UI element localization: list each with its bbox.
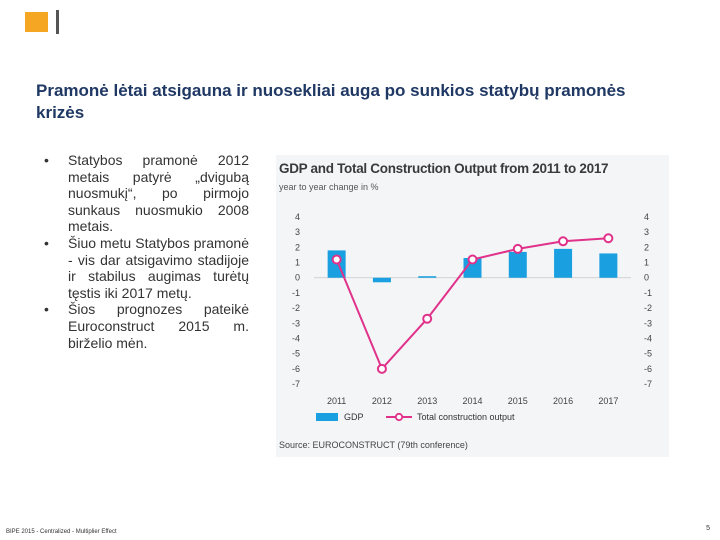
y-tick-label-right: -2 <box>644 303 652 313</box>
y-tick-label-right: 2 <box>644 242 649 252</box>
bullet-item: • Statybos pramonė 2012 metais patyrė „dv… <box>44 152 249 235</box>
gdp-bar <box>599 253 618 278</box>
y-tick-label-right: -5 <box>644 349 652 359</box>
bullet-item: • Šios prognozes pateikė Euroconstruct 20… <box>44 301 249 351</box>
chart-plot: 4 4 3 3 2 2 1 1 0 0 -1 -1 -2 -2 -3 -3 -4 -4 -5 -5 -6 -6 -7 -7 20… <box>292 212 652 405</box>
bullet-list: • Statybos pramonė 2012 metais patyrė „dv… <box>44 152 249 351</box>
bullet-text: Statybos pramonė 2012 metais patyrė „dvi… <box>68 152 249 235</box>
footer-note: BIPE 2015 - Centralized - Multiplier Eff… <box>6 529 117 535</box>
gdp-bar <box>508 251 527 278</box>
output-point <box>422 313 433 324</box>
x-tick-label: 2017 <box>598 396 618 405</box>
legend-gdp: GDP <box>316 412 364 422</box>
brand-logo-square <box>25 12 48 32</box>
y-tick-label-right: 4 <box>644 212 649 222</box>
legend-output-swatch <box>386 412 412 422</box>
gdp-bar <box>463 257 482 278</box>
y-tick-label-left: -2 <box>292 303 300 313</box>
page-number: 5 <box>706 525 710 532</box>
slide-title: Pramonė lėtai atsigauna ir nuosekliai au… <box>36 81 626 122</box>
chart-source: Source: EUROCONSTRUCT (79th conference) <box>279 440 468 450</box>
chart-subtitle: year to year change in % <box>279 182 379 192</box>
legend-gdp-swatch <box>316 413 338 421</box>
y-tick-label-left: -7 <box>292 379 300 389</box>
chart-panel: GDP and Total Construction Output from 2… <box>276 155 669 457</box>
y-tick-label-left: 3 <box>295 227 300 237</box>
legend-output-label: Total construction output <box>417 412 515 422</box>
brand-logo-divider <box>56 10 59 34</box>
y-tick-label-left: 4 <box>295 212 300 222</box>
x-tick-label: 2013 <box>417 396 437 405</box>
output-point <box>558 236 569 247</box>
gdp-bar <box>372 277 391 283</box>
output-point <box>603 233 614 244</box>
y-tick-label-left: -5 <box>292 349 300 359</box>
y-tick-label-right: -7 <box>644 379 652 389</box>
y-tick-label-left: -4 <box>292 333 300 343</box>
y-tick-label-left: -3 <box>292 318 300 328</box>
output-point <box>376 363 387 374</box>
output-point <box>467 254 478 265</box>
x-tick-label: 2014 <box>462 396 482 405</box>
bullet-dot: • <box>44 152 49 168</box>
x-tick-label: 2011 <box>327 396 346 405</box>
y-tick-label-left: -6 <box>292 364 300 374</box>
output-point <box>512 243 523 254</box>
y-tick-label-left: -1 <box>292 288 300 298</box>
legend-output: Total construction output <box>386 412 515 422</box>
y-tick-label-right: 3 <box>644 227 649 237</box>
x-tick-label: 2015 <box>508 396 528 405</box>
legend-gdp-label: GDP <box>344 412 364 422</box>
y-tick-label-right: -6 <box>644 364 652 374</box>
x-tick-label: 2012 <box>372 396 392 405</box>
output-point <box>331 254 342 265</box>
bullet-item: • Šiuo metu Statybos pramonė - vis dar at… <box>44 235 249 301</box>
bullet-dot: • <box>44 301 49 318</box>
x-tick-label: 2016 <box>553 396 573 405</box>
gdp-bar <box>554 248 573 278</box>
bullet-text: Šios prognozes pateikė Euroconstruct 201… <box>68 301 249 351</box>
y-tick-label-right: 1 <box>644 258 649 268</box>
y-tick-label-left: 0 <box>295 273 300 283</box>
y-tick-label-right: -4 <box>644 333 652 343</box>
bullet-dot: • <box>44 234 49 251</box>
bullet-text: Šiuo metu Statybos pramonė - vis dar ats… <box>68 234 249 301</box>
y-tick-label-left: 2 <box>295 242 300 252</box>
y-tick-label-right: -1 <box>644 288 652 298</box>
y-tick-label-left: 1 <box>295 258 300 268</box>
y-tick-label-right: -3 <box>644 318 652 328</box>
gdp-bar <box>418 276 437 278</box>
chart-title: GDP and Total Construction Output from 2… <box>279 161 609 176</box>
y-tick-label-right: 0 <box>644 273 649 283</box>
